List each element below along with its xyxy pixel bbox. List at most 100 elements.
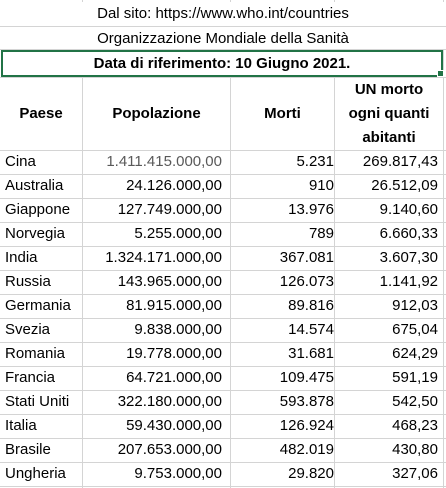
ratio-cell[interactable]: 624,29 xyxy=(392,345,438,362)
table-row: Svezia 9.838.000,00 14.574 675,04 xyxy=(0,318,446,342)
row-divider xyxy=(0,390,446,391)
country-cell[interactable]: Brasile xyxy=(5,441,51,458)
population-cell[interactable]: 59.430.000,00 xyxy=(126,417,222,434)
deaths-cell[interactable]: 89.816 xyxy=(288,297,334,314)
population-cell[interactable]: 1.324.171.000,00 xyxy=(105,249,222,266)
ratio-cell[interactable]: 6.660,33 xyxy=(379,225,438,242)
row-divider xyxy=(0,49,446,50)
row-divider xyxy=(0,486,446,487)
country-cell[interactable]: Francia xyxy=(5,369,56,386)
header-country[interactable]: Paese xyxy=(19,105,63,122)
row-divider xyxy=(0,26,446,27)
country-cell[interactable]: Cina xyxy=(5,153,36,170)
ratio-cell[interactable]: 3.607,30 xyxy=(379,249,438,266)
column-divider xyxy=(334,0,335,488)
ratio-cell[interactable]: 327,06 xyxy=(392,465,438,482)
row-divider xyxy=(0,294,446,295)
fill-handle[interactable] xyxy=(437,70,444,77)
ratio-cell[interactable]: 26.512,09 xyxy=(371,177,438,194)
country-cell[interactable]: Stati Uniti xyxy=(5,393,70,410)
population-cell[interactable]: 127.749.000,00 xyxy=(117,201,222,218)
row-divider xyxy=(0,77,446,78)
row-divider xyxy=(0,318,446,319)
deaths-cell[interactable]: 126.073 xyxy=(279,273,334,290)
table-row: Russia 143.965.000,00 126.073 1.141,92 xyxy=(0,270,446,294)
ratio-cell[interactable]: 542,50 xyxy=(392,393,438,410)
header-ratio-line: abitanti xyxy=(362,129,416,146)
country-cell[interactable]: Italia xyxy=(5,417,37,434)
header-deaths-ratio[interactable]: UN morto ogni quanti abitanti xyxy=(335,78,443,150)
table-row: Brasile 207.653.000,00 482.019 430,80 xyxy=(0,438,446,462)
table-row: India 1.324.171.000,00 367.081 3.607,30 xyxy=(0,246,446,270)
table-row: Germania 81.915.000,00 89.816 912,03 xyxy=(0,294,446,318)
population-cell[interactable]: 207.653.000,00 xyxy=(117,441,222,458)
row-divider xyxy=(0,438,446,439)
country-cell[interactable]: Ungheria xyxy=(5,465,66,482)
country-cell[interactable]: Germania xyxy=(5,297,71,314)
row-divider xyxy=(0,366,446,367)
ratio-cell[interactable]: 269.817,43 xyxy=(362,153,438,170)
source-banner-cell[interactable]: Dal sito: https://www.who.int/countries xyxy=(0,2,446,26)
ratio-cell[interactable]: 9.140,60 xyxy=(379,201,438,218)
population-cell[interactable]: 322.180.000,00 xyxy=(117,393,222,410)
table-row: Ungheria 9.753.000,00 29.820 327,06 xyxy=(0,462,446,486)
row-divider xyxy=(0,174,446,175)
reference-date-cell-selected[interactable]: Data di riferimento: 10 Giugno 2021. xyxy=(1,50,443,77)
organization-banner-cell[interactable]: Organizzazione Mondiale della Sanità xyxy=(0,27,446,49)
population-cell[interactable]: 9.838.000,00 xyxy=(134,321,222,338)
column-divider xyxy=(443,0,444,488)
deaths-cell[interactable]: 367.081 xyxy=(279,249,334,266)
row-divider xyxy=(0,270,446,271)
population-cell[interactable]: 81.915.000,00 xyxy=(126,297,222,314)
country-cell[interactable]: Giappone xyxy=(5,201,71,218)
deaths-cell[interactable]: 29.820 xyxy=(288,465,334,482)
table-row: Italia 59.430.000,00 126.924 468,23 xyxy=(0,414,446,438)
population-cell[interactable]: 5.255.000,00 xyxy=(134,225,222,242)
population-cell[interactable]: 19.778.000,00 xyxy=(126,345,222,362)
table-row: Australia 24.126.000,00 910 26.512,09 xyxy=(0,174,446,198)
population-cell[interactable]: 143.965.000,00 xyxy=(117,273,222,290)
ratio-cell[interactable]: 591,19 xyxy=(392,369,438,386)
population-cell[interactable]: 1.411.415.000,00 xyxy=(106,153,222,170)
table-header-row: Paese Popolazione Morti UN morto ogni qu… xyxy=(0,78,446,150)
row-divider xyxy=(0,462,446,463)
header-population[interactable]: Popolazione xyxy=(112,105,201,122)
row-divider xyxy=(0,246,446,247)
deaths-cell[interactable]: 789 xyxy=(308,225,334,242)
deaths-cell[interactable]: 126.924 xyxy=(279,417,334,434)
deaths-cell[interactable]: 31.681 xyxy=(288,345,334,362)
ratio-cell[interactable]: 1.141,92 xyxy=(379,273,438,290)
table-row: Stati Uniti 322.180.000,00 593.878 542,5… xyxy=(0,390,446,414)
row-divider xyxy=(0,198,446,199)
country-cell[interactable]: India xyxy=(5,249,38,266)
row-divider xyxy=(0,414,446,415)
country-cell[interactable]: Russia xyxy=(5,273,51,290)
deaths-cell[interactable]: 109.475 xyxy=(279,369,334,386)
header-ratio-line: UN morto xyxy=(354,81,424,98)
deaths-cell[interactable]: 13.976 xyxy=(288,201,334,218)
population-cell[interactable]: 24.126.000,00 xyxy=(126,177,222,194)
table-row: Cina 1.411.415.000,00 5.231 269.817,43 xyxy=(0,150,446,174)
deaths-cell[interactable]: 593.878 xyxy=(279,393,334,410)
header-deaths[interactable]: Morti xyxy=(264,105,301,122)
deaths-cell[interactable]: 482.019 xyxy=(279,441,334,458)
ratio-cell[interactable]: 675,04 xyxy=(392,321,438,338)
ratio-cell[interactable]: 468,23 xyxy=(392,417,438,434)
country-cell[interactable]: Romania xyxy=(5,345,66,362)
country-cell[interactable]: Australia xyxy=(5,177,64,194)
table-row: Francia 64.721.000,00 109.475 591,19 xyxy=(0,366,446,390)
country-cell[interactable]: Norvegia xyxy=(5,225,66,242)
country-cell[interactable]: Svezia xyxy=(5,321,51,338)
ratio-cell[interactable]: 430,80 xyxy=(392,441,438,458)
deaths-cell[interactable]: 14.574 xyxy=(288,321,334,338)
column-divider xyxy=(82,0,83,488)
ratio-cell[interactable]: 912,03 xyxy=(392,297,438,314)
deaths-cell[interactable]: 910 xyxy=(308,177,334,194)
population-cell[interactable]: 9.753.000,00 xyxy=(134,465,222,482)
population-cell[interactable]: 64.721.000,00 xyxy=(126,369,222,386)
deaths-cell[interactable]: 5.231 xyxy=(296,153,334,170)
table-row: Romania 19.778.000,00 31.681 624,29 xyxy=(0,342,446,366)
row-divider xyxy=(0,222,446,223)
header-ratio-line: ogni quanti xyxy=(348,105,430,122)
